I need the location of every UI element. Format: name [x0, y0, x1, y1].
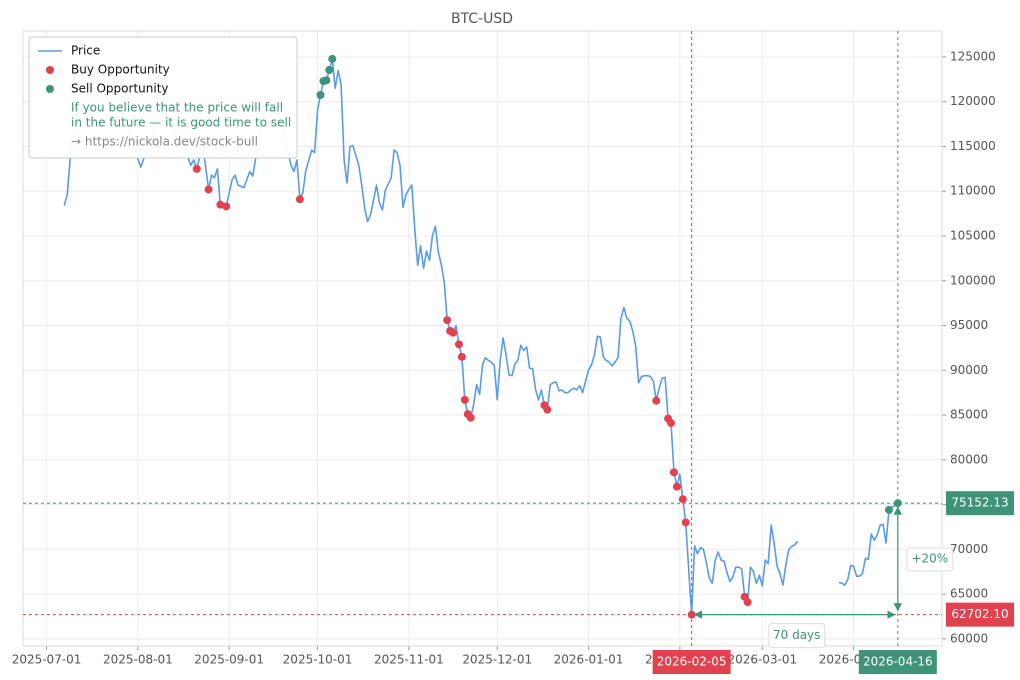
- y-tick-label: 70000: [950, 542, 988, 556]
- marker: [669, 468, 678, 477]
- x-tick-label: 2025-07-01: [12, 653, 82, 667]
- y-tick-label: 65000: [950, 587, 988, 601]
- y-tick-label: 105000: [950, 229, 996, 243]
- marker: [322, 76, 331, 85]
- y-tick-label: 110000: [950, 184, 996, 198]
- marker: [328, 54, 337, 63]
- x-tick-label: 2025-11-01: [374, 653, 444, 667]
- price-tag-label: 75152.13: [951, 496, 1008, 510]
- marker: [667, 419, 676, 428]
- change-label: +20%: [911, 551, 948, 565]
- marker: [443, 316, 452, 325]
- date-tag-label: 2026-02-05: [657, 655, 727, 669]
- marker: [295, 195, 304, 204]
- x-tick-label: 2026-03-01: [727, 653, 797, 667]
- marker: [222, 202, 231, 211]
- plot-frame: [22, 30, 943, 647]
- marker: [652, 396, 661, 405]
- marker: [325, 65, 334, 74]
- marker: [743, 598, 752, 607]
- x-tick-label: 2025-08-01: [103, 653, 173, 667]
- marker: [681, 518, 690, 527]
- x-tick-label: 2025-09-01: [194, 653, 264, 667]
- date-tag: [858, 650, 937, 674]
- legend-link: → https://nickola.dev/stock-bull: [71, 135, 258, 149]
- marker: [460, 395, 469, 404]
- y-tick-label: 90000: [950, 363, 988, 377]
- price-tag: [946, 602, 1014, 627]
- y-tick-label: 85000: [950, 408, 988, 422]
- marker: [457, 352, 466, 361]
- legend-swatch: [46, 85, 54, 93]
- legend-swatch: [46, 66, 54, 74]
- y-tick-label: 120000: [950, 94, 996, 108]
- marker: [672, 482, 681, 491]
- y-tick-label: 80000: [950, 452, 988, 466]
- marker: [454, 340, 463, 349]
- legend-note: in the future — it is good time to sell: [71, 116, 291, 130]
- x-tick-label: 2025-12-01: [462, 653, 532, 667]
- legend-note: If you believe that the price will fall: [71, 101, 283, 115]
- price-tag-label: 62702.10: [951, 607, 1008, 621]
- y-tick-label: 95000: [950, 318, 988, 332]
- marker: [678, 495, 687, 504]
- marker: [893, 499, 902, 508]
- y-tick-label: 60000: [950, 631, 988, 645]
- marker: [884, 505, 893, 514]
- legend-label: Price: [71, 44, 100, 58]
- annotation-box: [768, 623, 826, 649]
- legend-box: [28, 36, 298, 159]
- y-tick-label: 125000: [950, 49, 996, 63]
- price-tag: [946, 491, 1014, 516]
- annotation-box: [906, 547, 954, 572]
- span-label: 70 days: [773, 628, 820, 642]
- x-tick-label: 2025-10-01: [283, 653, 353, 667]
- date-tag-label: 2026-04-16: [863, 655, 933, 669]
- legend-label: Buy Opportunity: [71, 63, 170, 77]
- marker: [192, 164, 201, 173]
- marker: [466, 413, 475, 422]
- marker: [543, 405, 552, 414]
- chart-title: BTC-USD: [451, 11, 513, 27]
- marker: [316, 91, 325, 100]
- marker: [449, 328, 458, 337]
- y-tick-label: 115000: [950, 139, 996, 153]
- marker: [204, 185, 213, 194]
- x-tick-label: 2026-01-01: [554, 653, 624, 667]
- legend-label: Sell Opportunity: [71, 82, 169, 96]
- marker: [687, 610, 696, 619]
- y-tick-label: 100000: [950, 273, 996, 287]
- date-tag: [652, 650, 731, 674]
